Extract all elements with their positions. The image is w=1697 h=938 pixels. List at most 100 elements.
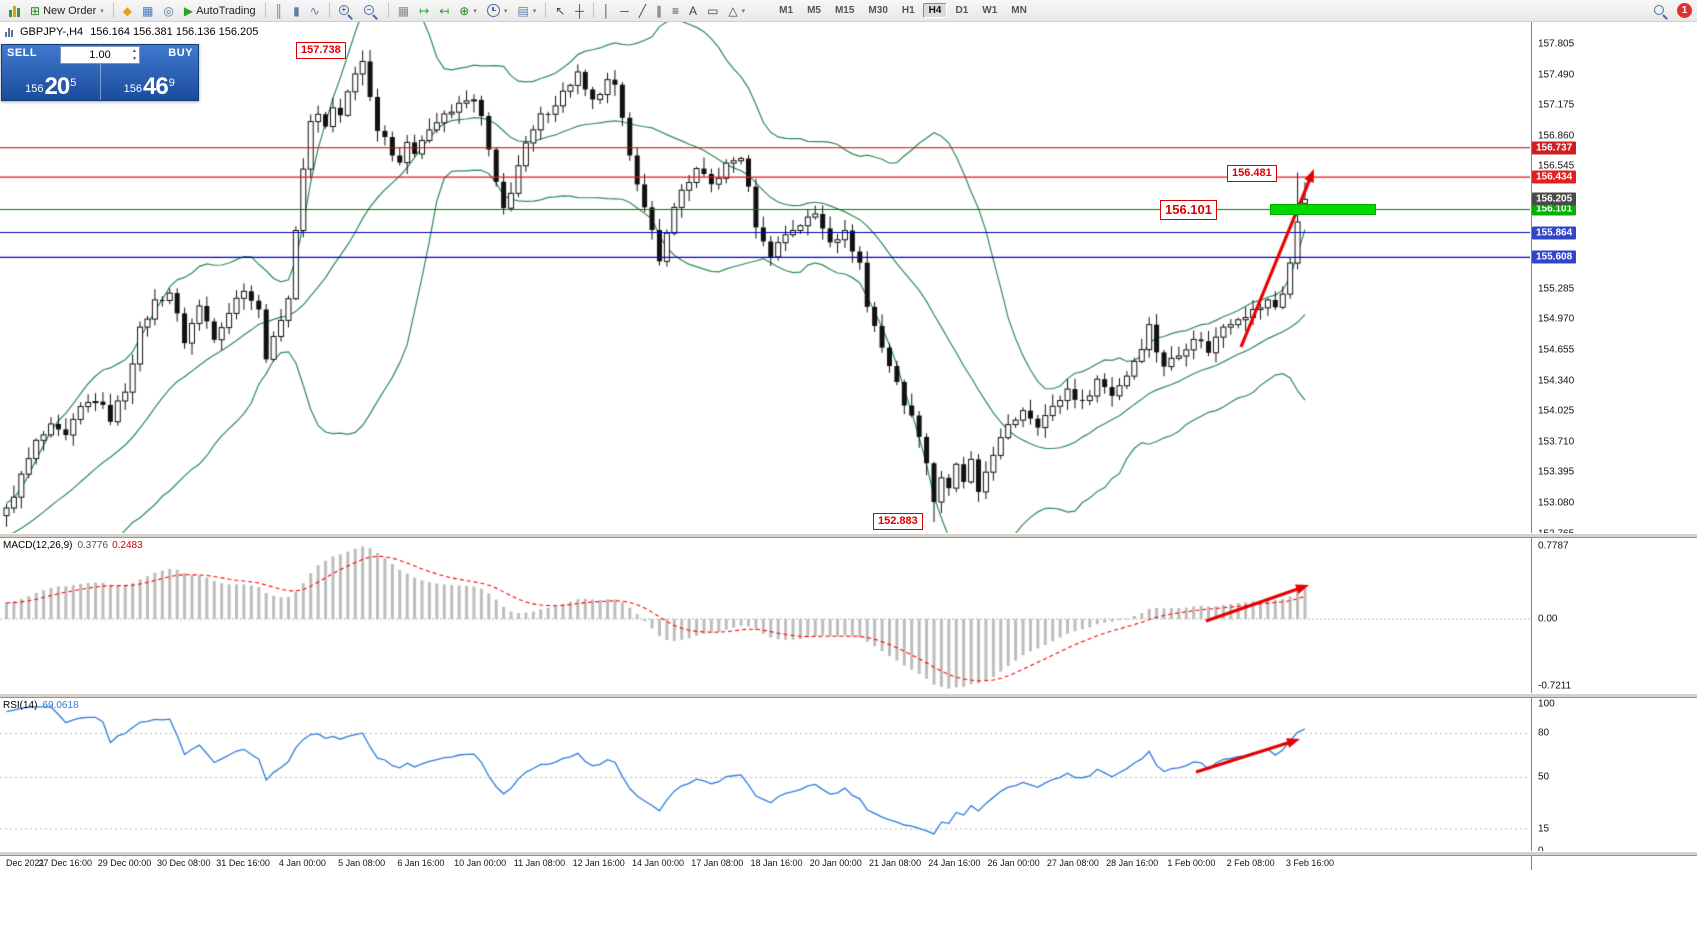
mql-community-icon[interactable]: ◆	[119, 1, 136, 20]
tile-windows-icon[interactable]: ▦	[394, 1, 413, 20]
channel-icon[interactable]: ∥	[652, 1, 666, 20]
vertical-line-icon[interactable]: │	[599, 1, 615, 20]
sell-price-pip: 5	[70, 76, 77, 89]
price-axis-label: 157.175	[1538, 99, 1575, 111]
sell-price-big: 20	[44, 72, 71, 100]
chart-shift-icon: ↤	[439, 3, 450, 18]
price-callout[interactable]: 157.738	[296, 42, 346, 59]
search-icon[interactable]	[1654, 4, 1669, 20]
sell-price-display: 156 20 5	[2, 72, 100, 100]
chevron-down-icon: ▾	[741, 7, 746, 15]
chart-symbol-header: GBPJPY-,H4 156.164 156.381 156.136 156.2…	[5, 26, 258, 38]
price-axis-label: 154.025	[1538, 405, 1575, 417]
lot-increase-button[interactable]: ▲	[132, 48, 137, 54]
buy-price-display: 156 46 9	[101, 74, 199, 98]
price-callout[interactable]: 156.481	[1227, 165, 1277, 182]
cursor-icon[interactable]: ↖	[551, 1, 569, 20]
zoom-in-icon[interactable]: +	[335, 1, 358, 20]
autotrading-button[interactable]: ▶ AutoTrading	[180, 1, 260, 20]
buy-price-pip: 9	[168, 76, 175, 89]
chevron-down-icon: ▾	[532, 7, 537, 15]
panel-separator[interactable]	[0, 851, 1697, 856]
timeframe-mn-button[interactable]: MN	[1011, 5, 1027, 16]
macd-axis-label: 0.7787	[1538, 540, 1569, 552]
timeframe-group: M1 M5 M15 M30 H1 H4 D1 W1 MN	[773, 3, 1033, 18]
text-label-icon[interactable]: ▭	[703, 1, 722, 20]
bar-chart-icon: ║	[274, 3, 284, 18]
panel-separator[interactable]	[0, 533, 1697, 538]
templates-button[interactable]: ▤ ▾	[513, 1, 540, 20]
price-callout[interactable]: 156.101	[1160, 200, 1217, 220]
cursor-icon: ↖	[555, 3, 566, 18]
price-axis-label: 157.490	[1538, 69, 1575, 81]
trendline-icon[interactable]: ╱	[635, 1, 650, 20]
chart-ohlc-values: 156.164 156.381 156.136 156.205	[90, 26, 259, 38]
candlestick-chart-icon[interactable]: ▮	[289, 1, 304, 20]
time-axis-label: 26 Jan 00:00	[987, 858, 1040, 868]
time-axis-label: 6 Jan 16:00	[397, 858, 445, 868]
market-watch-icon: ▦	[142, 3, 154, 18]
auto-scroll-icon[interactable]: ↦	[415, 1, 433, 20]
lot-decrease-button[interactable]: ▼	[132, 56, 137, 62]
timeframe-m5-button[interactable]: M5	[807, 5, 821, 16]
price-tag: 155.864	[1532, 226, 1577, 240]
timeframe-m30-button[interactable]: M30	[868, 5, 888, 16]
time-axis-label: Dec 2021	[6, 858, 45, 868]
notification-badge[interactable]: 1	[1677, 3, 1692, 18]
horizontal-line-icon: ─	[620, 3, 629, 18]
horizontal-line-icon[interactable]: ─	[616, 1, 633, 20]
price-tag: 156.101	[1532, 202, 1577, 216]
new-order-button[interactable]: ⊞ New Order ▾	[26, 1, 108, 20]
time-axis-label: 17 Jan 08:00	[691, 858, 744, 868]
indicators-button[interactable]: ⊕ ▾	[455, 1, 481, 20]
time-axis-label: 29 Dec 00:00	[97, 858, 152, 868]
crosshair-icon[interactable]: ┼	[571, 1, 588, 20]
sell-price-small: 156	[25, 83, 44, 95]
lot-size-input[interactable]: 1.00 ▲ ▼	[60, 46, 140, 64]
price-axis-label: 153.395	[1538, 466, 1575, 478]
app-icon[interactable]	[5, 1, 24, 20]
rsi-axis-label: 15	[1538, 823, 1550, 835]
timeframe-h1-button[interactable]: H1	[901, 5, 915, 16]
support-zone-rectangle[interactable]	[1270, 204, 1376, 215]
templates-button: ▤	[517, 3, 529, 18]
data-window-icon[interactable]: ◎	[159, 1, 177, 20]
zoom-out-icon[interactable]: −	[360, 1, 383, 20]
time-axis-label: 11 Jan 08:00	[513, 858, 566, 868]
timeframe-m1-button[interactable]: M1	[779, 5, 794, 16]
shapes-button[interactable]: △ ▾	[724, 1, 749, 20]
price-tag: 155.608	[1532, 250, 1577, 264]
price-callout[interactable]: 152.883	[873, 513, 923, 530]
time-axis-label: 31 Dec 16:00	[216, 858, 270, 868]
price-axis-label: 154.655	[1538, 344, 1575, 356]
line-chart-icon[interactable]: ∿	[306, 1, 324, 20]
time-axis-label: 10 Jan 00:00	[454, 858, 507, 868]
market-watch-icon[interactable]: ▦	[138, 1, 157, 20]
time-axis-label: 1 Feb 00:00	[1167, 858, 1216, 868]
toolbar-separator	[328, 3, 330, 18]
timeframe-h4-button[interactable]: H4	[922, 3, 948, 18]
fibonacci-icon[interactable]: ≡	[668, 1, 683, 20]
macd-name: MACD(12,26,9)	[3, 540, 73, 551]
chart-symbol-period: GBPJPY-,H4	[20, 26, 84, 38]
rsi-axis-label: 100	[1538, 698, 1555, 710]
time-axis[interactable]: Dec 2021 27 Dec 16:00 29 Dec 00:00 30 Dec 0…	[0, 856, 1530, 870]
chevron-down-icon: ▾	[503, 7, 508, 15]
price-axis[interactable]: 157.805 157.490 157.175 156.860 156.545 155.2…	[1531, 22, 1697, 870]
fibonacci-icon: ≡	[672, 3, 680, 18]
macd-indicator-label: MACD(12,26,9) 0.3776 0.2483	[3, 540, 143, 551]
timeframe-w1-button[interactable]: W1	[982, 5, 998, 16]
toolbar-separator	[264, 3, 266, 18]
periods-button[interactable]: ▾	[483, 1, 512, 20]
price-chart-canvas[interactable]	[0, 22, 1530, 851]
text-icon[interactable]: A	[685, 1, 701, 20]
timeframe-d1-button[interactable]: D1	[955, 5, 969, 16]
timeframe-m15-button[interactable]: M15	[834, 5, 855, 16]
time-axis-label: 2 Feb 08:00	[1226, 858, 1275, 868]
chart-shift-icon[interactable]: ↤	[435, 1, 453, 20]
time-axis-label: 4 Jan 00:00	[278, 858, 326, 868]
chevron-down-icon: ▾	[100, 7, 104, 15]
panel-separator[interactable]	[0, 693, 1697, 698]
bar-chart-icon[interactable]: ║	[271, 1, 288, 20]
